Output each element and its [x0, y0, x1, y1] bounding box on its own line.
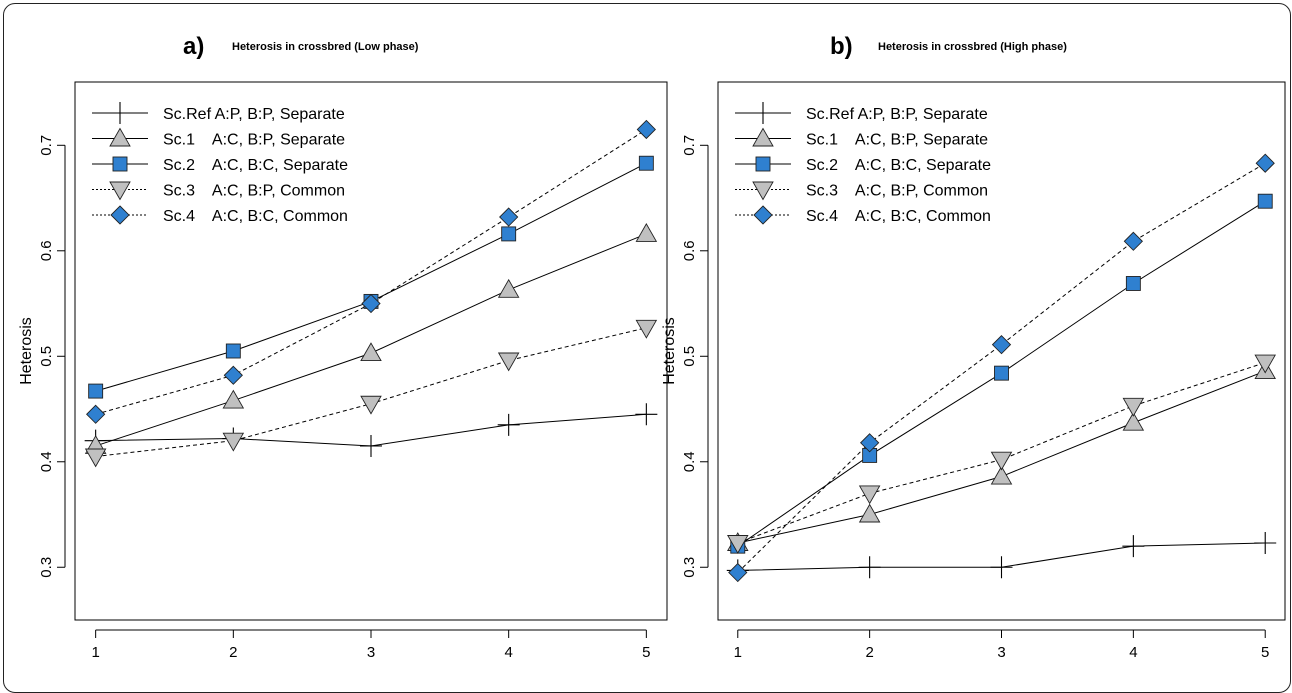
- legend: Sc.Ref A:P, B:P, Separate Sc.1 A:C, B:P, …: [735, 102, 991, 225]
- x-tick-label: 4: [1129, 644, 1137, 661]
- plot-area: [717, 81, 1286, 621]
- x-tick-label: 5: [1261, 644, 1269, 661]
- series-3-point: [222, 432, 245, 452]
- series-4-point: [361, 293, 381, 314]
- x-tick-label: 3: [997, 644, 1005, 661]
- series-1-point: [222, 389, 245, 409]
- legend-label: Sc.4 A:C, B:C, Common: [806, 208, 991, 225]
- y-tick-label: 0.3: [38, 557, 55, 578]
- panel-title: Heterosis in crossbred (High phase): [878, 41, 1067, 53]
- series-2-point: [225, 343, 241, 359]
- x-tick-label: 1: [734, 644, 742, 661]
- panel-letter: a): [183, 33, 204, 60]
- series-0-point: [1254, 531, 1277, 554]
- series-3-point: [990, 451, 1013, 471]
- series-4-point: [1255, 153, 1275, 173]
- y-tick-label: 0.4: [681, 451, 698, 472]
- series-4-point: [728, 562, 748, 583]
- series-4-point: [991, 335, 1012, 355]
- series-0-point: [635, 403, 658, 426]
- series-1-point: [858, 503, 881, 523]
- legend-marker: [752, 181, 774, 201]
- legend-label: Sc.4 A:C, B:C, Common: [163, 208, 348, 225]
- y-tick-label: 0.7: [681, 135, 698, 156]
- legend-label: Sc.3 A:C, B:P, Common: [806, 183, 988, 200]
- y-tick-label: 0.3: [681, 557, 698, 578]
- x-tick-label: 2: [229, 644, 237, 661]
- series-0-point: [1122, 535, 1145, 558]
- y-tick-label: 0.5: [38, 346, 55, 367]
- chart-panel-2: b) Heterosis in crossbred (High phase) 1 2 3…: [661, 33, 1286, 661]
- series-4-point: [1123, 231, 1143, 251]
- series-3-point: [84, 448, 107, 468]
- series-1-point: [360, 342, 382, 362]
- legend-label: Sc.1 A:C, B:P, Separate: [806, 132, 988, 149]
- legend-marker: [752, 127, 774, 147]
- legend-marker: [109, 181, 131, 201]
- series-3-point: [727, 535, 749, 554]
- x-tick-label: 2: [865, 644, 873, 661]
- legend: Sc.Ref A:P, B:P, Separate Sc.1 A:C, B:P, …: [92, 102, 348, 225]
- legend-label: Sc.1 A:C, B:P, Separate: [163, 132, 345, 149]
- x-tick-label: 5: [642, 644, 650, 661]
- legend-label: Sc.2 A:C, B:C, Separate: [163, 157, 348, 174]
- y-tick-label: 0.7: [38, 135, 55, 156]
- series-3-point: [858, 485, 881, 505]
- legend-marker: [752, 102, 774, 124]
- plot-area: [74, 81, 668, 621]
- legend-marker: [109, 127, 131, 147]
- legend-marker: [753, 205, 773, 225]
- series-1-point: [635, 222, 658, 242]
- y-tick-label: 0.5: [681, 346, 698, 367]
- y-tick-label: 0.6: [38, 240, 55, 261]
- series-3-point: [635, 319, 658, 339]
- legend-label: Sc.3 A:C, B:P, Common: [163, 183, 345, 200]
- series-line-4: [737, 162, 1266, 573]
- series-2-point: [638, 155, 654, 171]
- legend-marker: [110, 205, 130, 225]
- series-1-point: [497, 278, 520, 298]
- series-1-point: [990, 465, 1013, 485]
- series-0-point: [990, 556, 1013, 579]
- series-0-point: [497, 413, 520, 436]
- legend-marker: [109, 102, 131, 124]
- legend-label: Sc.Ref A:P, B:P, Separate: [806, 106, 988, 123]
- series-4-point: [223, 365, 243, 385]
- legend-marker: [112, 156, 128, 172]
- y-tick-label: 0.4: [38, 451, 55, 472]
- series-4-point: [860, 433, 880, 453]
- series-4-point: [636, 119, 656, 140]
- y-tick-label: 0.6: [681, 240, 698, 261]
- series-3-point: [497, 352, 520, 372]
- series-3-point: [1122, 397, 1145, 417]
- series-0-point: [858, 556, 881, 579]
- legend-label: Sc.Ref A:P, B:P, Separate: [163, 106, 345, 123]
- y-axis-title: Heterosis: [18, 317, 35, 385]
- series-3-point: [360, 395, 382, 415]
- x-tick-label: 4: [505, 644, 513, 661]
- series-1-point: [1122, 411, 1145, 431]
- x-tick-label: 3: [367, 644, 375, 661]
- series-4-point: [86, 404, 106, 424]
- series-2-point: [994, 365, 1009, 381]
- panel-letter: b): [830, 33, 853, 60]
- series-3-point: [1254, 354, 1276, 374]
- series-2-point: [1125, 276, 1141, 291]
- y-axis-title: Heterosis: [661, 317, 678, 385]
- x-tick-label: 1: [91, 644, 99, 661]
- series-4-point: [499, 207, 519, 227]
- series-2-point: [1257, 193, 1273, 209]
- legend-label: Sc.2 A:C, B:C, Separate: [806, 157, 991, 174]
- chart-panel-1: a) Heterosis in crossbred (Low phase) 1 2 3 4…: [18, 33, 668, 661]
- panel-title: Heterosis in crossbred (Low phase): [232, 41, 419, 53]
- series-2-point: [88, 383, 104, 399]
- series-2-point: [501, 226, 517, 242]
- series-0-point: [360, 434, 382, 457]
- legend-marker: [755, 156, 771, 172]
